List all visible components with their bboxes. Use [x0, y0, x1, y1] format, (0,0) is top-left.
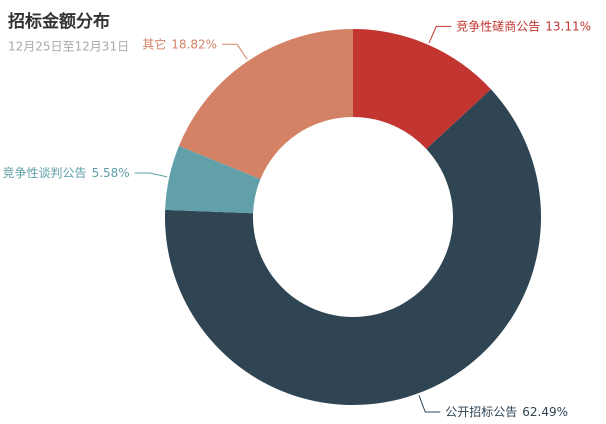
slice-name: 竞争性磋商公告 — [456, 18, 540, 33]
chart-subtitle: 12月25日至12月31日 — [8, 40, 129, 54]
donut-slice — [164, 89, 542, 405]
slice-label: 其它 18.82% — [142, 36, 217, 51]
slice-value-label: 18.82% — [171, 37, 217, 51]
donut-slice — [353, 29, 491, 150]
donut-slice — [178, 29, 353, 180]
slice-label: 竞争性谈判公告 5.58% — [3, 166, 130, 180]
slice-name: 公开招标公告 — [445, 405, 517, 419]
label-line — [222, 43, 248, 60]
slice-name: 竞争性谈判公告 — [3, 166, 87, 180]
slice-value-label: 13.11% — [545, 19, 591, 33]
label-line — [428, 25, 452, 44]
label-line — [134, 172, 168, 178]
label-line — [418, 394, 441, 413]
slice-label: 竞争性磋商公告 13.11% — [456, 18, 591, 33]
slice-value-label: 62.49% — [522, 405, 568, 419]
slice-value-label: 5.58% — [92, 166, 130, 180]
chart-title: 招标金额分布 — [8, 11, 110, 32]
slice-name: 其它 — [142, 36, 166, 51]
donut-slice — [165, 145, 261, 214]
slice-label: 公开招标公告 62.49% — [445, 405, 568, 419]
